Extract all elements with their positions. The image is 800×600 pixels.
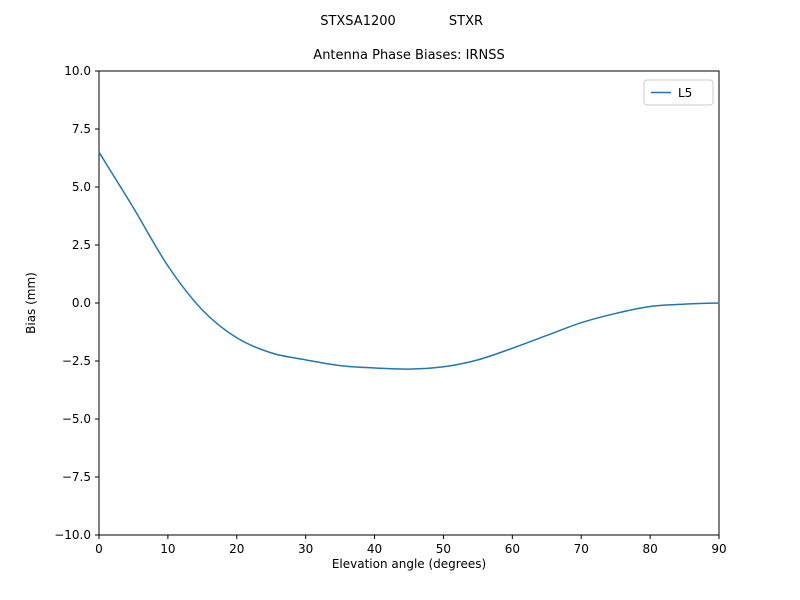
y-tick-label: 0.0 <box>72 296 91 310</box>
series-line-l5 <box>98 151 720 370</box>
chart-title: Antenna Phase Biases: IRNSS <box>313 48 504 63</box>
x-tick-label: 80 <box>642 542 657 556</box>
x-tick-label: 70 <box>574 542 589 556</box>
y-tick-label: 7.5 <box>72 122 91 136</box>
y-tick-label: −2.5 <box>62 354 91 368</box>
x-tick-label: 60 <box>505 542 520 556</box>
x-tick-label: 30 <box>298 542 313 556</box>
ticks-layer: 0 10 20 30 40 50 60 70 80 90 −10.0 −7.5 −5.0 −2.5 0.0 2… <box>54 64 726 556</box>
x-tick-label: 0 <box>95 542 103 556</box>
y-tick-label: 10.0 <box>64 64 91 78</box>
legend[interactable]: L5 <box>643 79 714 106</box>
x-tick-label: 20 <box>229 542 244 556</box>
y-tick-label: −7.5 <box>62 470 91 484</box>
x-tick-label: 40 <box>367 542 382 556</box>
x-tick-label: 10 <box>160 542 175 556</box>
series-layer <box>98 151 720 370</box>
y-axis-label: Bias (mm) <box>24 272 38 334</box>
legend-box <box>643 79 714 106</box>
x-axis-label: Elevation angle (degrees) <box>332 557 486 571</box>
x-tick-label: 50 <box>436 542 451 556</box>
x-tick-label: 90 <box>711 542 726 556</box>
figure-suptitle-receiver: STXR <box>449 14 483 29</box>
figure-suptitle-station: STXSA1200 <box>320 14 396 29</box>
legend-entry-label: L5 <box>678 86 692 100</box>
y-tick-label: −10.0 <box>54 528 91 542</box>
y-tick-label: 2.5 <box>72 238 91 252</box>
plot-frame <box>98 70 720 536</box>
y-tick-label: −5.0 <box>62 412 91 426</box>
y-tick-label: 5.0 <box>72 180 91 194</box>
